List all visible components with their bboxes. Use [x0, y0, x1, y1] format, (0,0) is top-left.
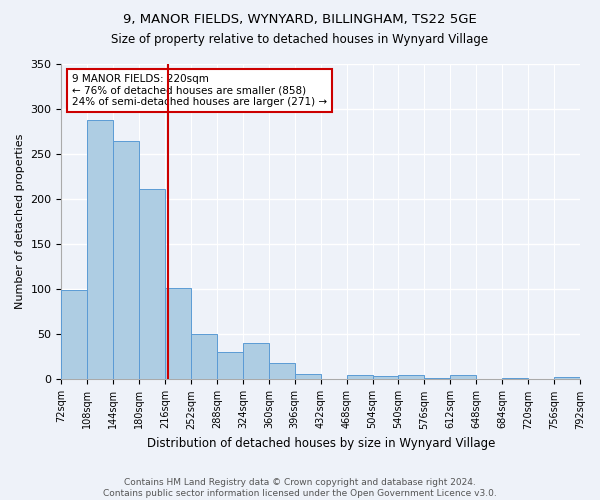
Text: Size of property relative to detached houses in Wynyard Village: Size of property relative to detached ho… — [112, 32, 488, 46]
Bar — [88, 120, 113, 380]
Bar — [269, 363, 295, 380]
Bar — [398, 375, 424, 380]
Bar — [243, 344, 269, 380]
Bar — [554, 376, 580, 380]
Bar — [373, 376, 398, 380]
Text: Contains HM Land Registry data © Crown copyright and database right 2024.
Contai: Contains HM Land Registry data © Crown c… — [103, 478, 497, 498]
Bar — [113, 140, 139, 380]
Text: 9, MANOR FIELDS, WYNYARD, BILLINGHAM, TS22 5GE: 9, MANOR FIELDS, WYNYARD, BILLINGHAM, TS… — [123, 12, 477, 26]
Bar — [424, 378, 451, 380]
Bar — [295, 374, 321, 380]
Bar — [347, 375, 373, 380]
Bar — [451, 375, 476, 380]
Text: 9 MANOR FIELDS: 220sqm
← 76% of detached houses are smaller (858)
24% of semi-de: 9 MANOR FIELDS: 220sqm ← 76% of detached… — [72, 74, 327, 107]
Bar — [502, 378, 528, 380]
Bar — [61, 290, 88, 380]
Bar — [476, 378, 502, 380]
Y-axis label: Number of detached properties: Number of detached properties — [15, 134, 25, 310]
Bar — [217, 352, 243, 380]
X-axis label: Distribution of detached houses by size in Wynyard Village: Distribution of detached houses by size … — [146, 437, 495, 450]
Bar — [165, 288, 191, 380]
Bar — [139, 190, 165, 380]
Bar — [191, 334, 217, 380]
